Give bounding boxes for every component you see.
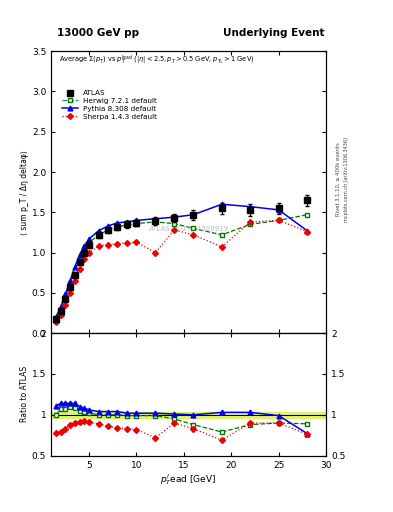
Legend: ATLAS, Herwig 7.2.1 default, Pythia 8.308 default, Sherpa 1.4.3 default: ATLAS, Herwig 7.2.1 default, Pythia 8.30… <box>60 89 159 121</box>
Text: mcplots.cern.ch [arXiv:1306.3436]: mcplots.cern.ch [arXiv:1306.3436] <box>344 137 349 222</box>
Text: 13000 GeV pp: 13000 GeV pp <box>57 28 139 38</box>
Text: Rivet 3.1.10, ≥ 400k events: Rivet 3.1.10, ≥ 400k events <box>336 142 341 216</box>
Y-axis label: Ratio to ATLAS: Ratio to ATLAS <box>20 366 29 422</box>
Y-axis label: ⟨ sum p_T / Δη deltaφ⟩: ⟨ sum p_T / Δη deltaφ⟩ <box>20 150 29 234</box>
Text: Underlying Event: Underlying Event <box>223 28 324 38</box>
Text: Average $\Sigma(p_T)$ vs $p_T^{\rm lead}$ ($|\eta|< 2.5, p_T > 0.5$ GeV, $p_{T_1: Average $\Sigma(p_T)$ vs $p_T^{\rm lead}… <box>59 54 255 68</box>
Bar <box>51 412 326 418</box>
Text: ATLAS_2017_I1509919: ATLAS_2017_I1509919 <box>149 225 229 232</box>
X-axis label: $p_T^l$ead [GeV]: $p_T^l$ead [GeV] <box>160 472 217 487</box>
